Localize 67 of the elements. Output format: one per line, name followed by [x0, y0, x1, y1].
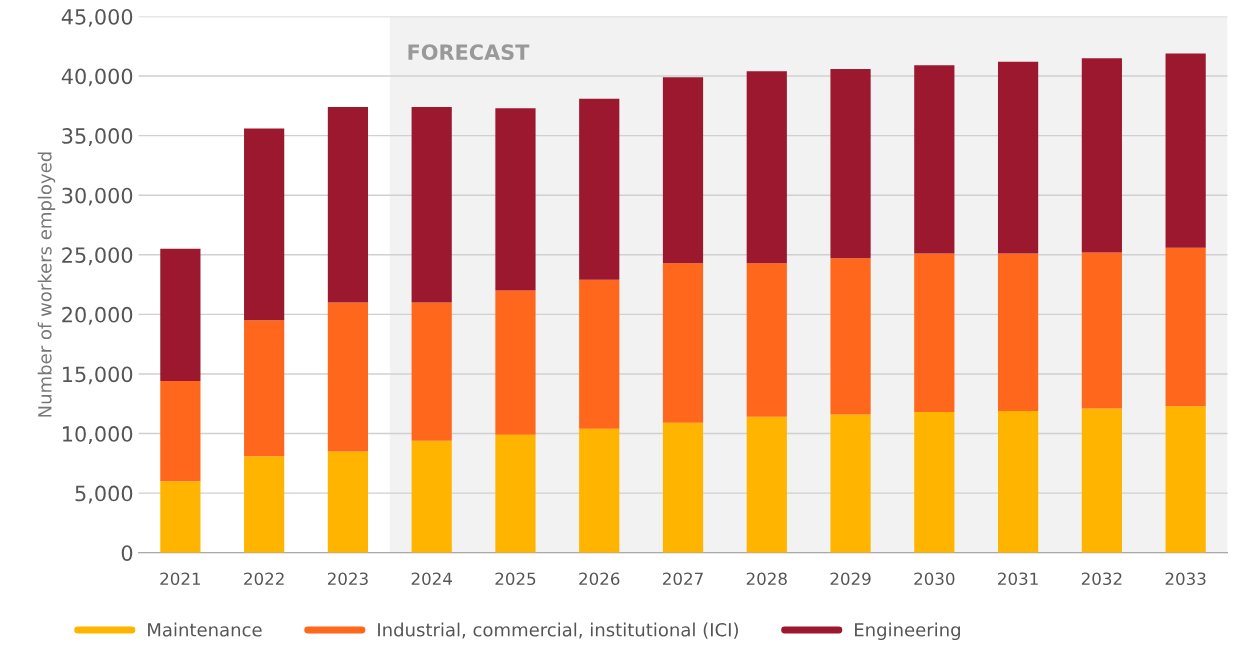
bar: [1081, 58, 1122, 253]
y-tick-label: 5,000: [75, 485, 133, 504]
bar: [495, 290, 536, 435]
x-tick-label: 2033: [1165, 572, 1206, 586]
bar: [997, 410, 1039, 553]
bar: [830, 414, 871, 553]
bar: [662, 263, 704, 423]
y-tick-label: 40,000: [61, 68, 133, 87]
x-tick-label: 2029: [830, 572, 871, 586]
x-tick-label: 2025: [495, 572, 536, 586]
band-label: FORECAST: [408, 44, 530, 61]
bar: [914, 65, 955, 254]
bar: [327, 302, 369, 452]
bar: [495, 108, 536, 291]
bar: [1081, 408, 1122, 553]
bar: [579, 428, 620, 553]
bar: [244, 456, 285, 553]
bar: [579, 279, 620, 429]
y-tick-label: 25,000: [62, 247, 133, 266]
bar: [997, 61, 1039, 254]
x-tick-label: 2027: [663, 572, 703, 586]
legend-label: Maintenance: [148, 622, 262, 637]
bar: [1165, 247, 1206, 407]
y-tick-label: 10,000: [63, 426, 133, 444]
y-axis-title: Number of workers employed: [37, 152, 56, 417]
y-tick-label: 45,000: [61, 8, 133, 27]
bar: [160, 481, 201, 553]
bar: [1165, 406, 1206, 553]
bar: [746, 416, 787, 553]
bar: [411, 107, 452, 303]
bar: [662, 77, 704, 264]
legend-label: Engineering: [855, 622, 960, 641]
y-tick-label: 35,000: [62, 128, 133, 146]
x-tick-label: 2023: [327, 572, 368, 586]
x-tick-label: 2022: [244, 572, 284, 586]
bar: [746, 71, 787, 264]
y-tick-label: 30,000: [62, 187, 133, 206]
bar: [997, 253, 1039, 411]
bar: [746, 263, 787, 417]
bar: [830, 258, 871, 415]
x-tick-label: 2030: [914, 572, 955, 586]
bar: [411, 440, 452, 553]
bar: [160, 248, 201, 382]
x-tick-label: 2032: [1081, 572, 1122, 586]
y-tick-label: 20,000: [62, 306, 133, 325]
bar: [914, 412, 955, 553]
bar: [495, 434, 536, 553]
bar: [579, 98, 620, 280]
x-tick-label: 2024: [411, 572, 452, 586]
bar: [411, 302, 452, 441]
bar: [1081, 252, 1122, 409]
x-tick-label: 2026: [579, 572, 620, 586]
bar: [160, 381, 201, 482]
x-tick-label: 2021: [160, 572, 201, 586]
x-tick-label: 2028: [746, 572, 787, 586]
bar: [244, 128, 285, 321]
bar: [1165, 53, 1206, 248]
legend-label: Industrial, commercial, institutional (ICI): [378, 622, 738, 639]
bar: [914, 253, 955, 413]
bar: [244, 320, 285, 457]
bar: [327, 451, 369, 553]
y-tick-label: 15,000: [63, 366, 133, 385]
y-tick-label: 0: [121, 545, 133, 561]
bar: [662, 422, 704, 553]
bar: [830, 68, 871, 259]
bar: [327, 107, 369, 303]
x-tick-label: 2031: [998, 572, 1038, 586]
